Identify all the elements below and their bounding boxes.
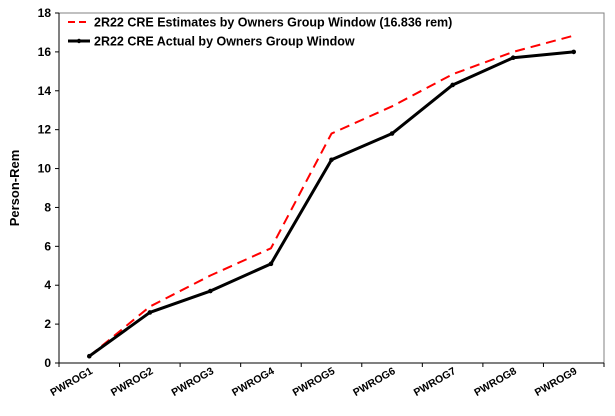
x-tick-label: PWROG8 <box>472 365 519 399</box>
y-tick-label: 8 <box>44 200 51 214</box>
plot-area-border <box>58 12 605 364</box>
y-axis-ticks: 0 2 4 6 8 10 12 14 16 18 <box>38 6 59 370</box>
series-lines <box>86 34 577 359</box>
x-axis-ticks: PWROG1 PWROG2 PWROG3 PWROG4 PWROG5 PWROG6 PWRO… <box>48 363 605 399</box>
data-point-actual <box>389 131 395 136</box>
x-tick-label: PWROG2 <box>109 365 156 399</box>
y-tick-label: 2 <box>44 317 51 331</box>
x-tick-label: PWROG5 <box>291 365 338 399</box>
y-tick-label: 14 <box>38 84 52 98</box>
chart-legend: 2R22 CRE Estimates by Owners Group Windo… <box>68 16 452 49</box>
data-point-actual <box>208 288 213 294</box>
y-axis-label: Person-Rem <box>7 150 22 227</box>
y-tick-label: 18 <box>38 6 52 20</box>
y-tick-label: 6 <box>44 239 51 253</box>
data-point-actual <box>86 353 92 359</box>
legend-label-estimates: 2R22 CRE Estimates by Owners Group Windo… <box>94 16 452 30</box>
x-tick-label: PWROG1 <box>48 365 95 399</box>
x-tick-label: PWROG6 <box>351 365 398 399</box>
y-tick-label: 12 <box>38 123 52 137</box>
y-tick-label: 10 <box>38 162 52 176</box>
series-line-estimates <box>88 34 574 357</box>
data-point-actual <box>147 310 153 315</box>
data-point-actual <box>571 49 577 55</box>
data-point-actual <box>510 55 516 61</box>
y-tick-label: 4 <box>44 278 51 292</box>
y-tick-label: 0 <box>44 356 51 370</box>
data-point-actual <box>329 157 334 163</box>
x-tick-label: PWROG7 <box>412 365 459 399</box>
legend-label-actual: 2R22 CRE Actual by Owners Group Window <box>94 35 355 49</box>
y-tick-label: 16 <box>38 45 52 59</box>
legend-marker-actual <box>76 38 82 44</box>
series-line-actual <box>88 50 574 358</box>
data-point-actual <box>268 261 274 267</box>
x-tick-label: PWROG9 <box>533 365 580 399</box>
data-point-actual <box>450 82 455 88</box>
x-tick-label: PWROG4 <box>230 365 277 399</box>
x-tick-label: PWROG3 <box>169 365 216 399</box>
chart-axes <box>58 12 605 364</box>
